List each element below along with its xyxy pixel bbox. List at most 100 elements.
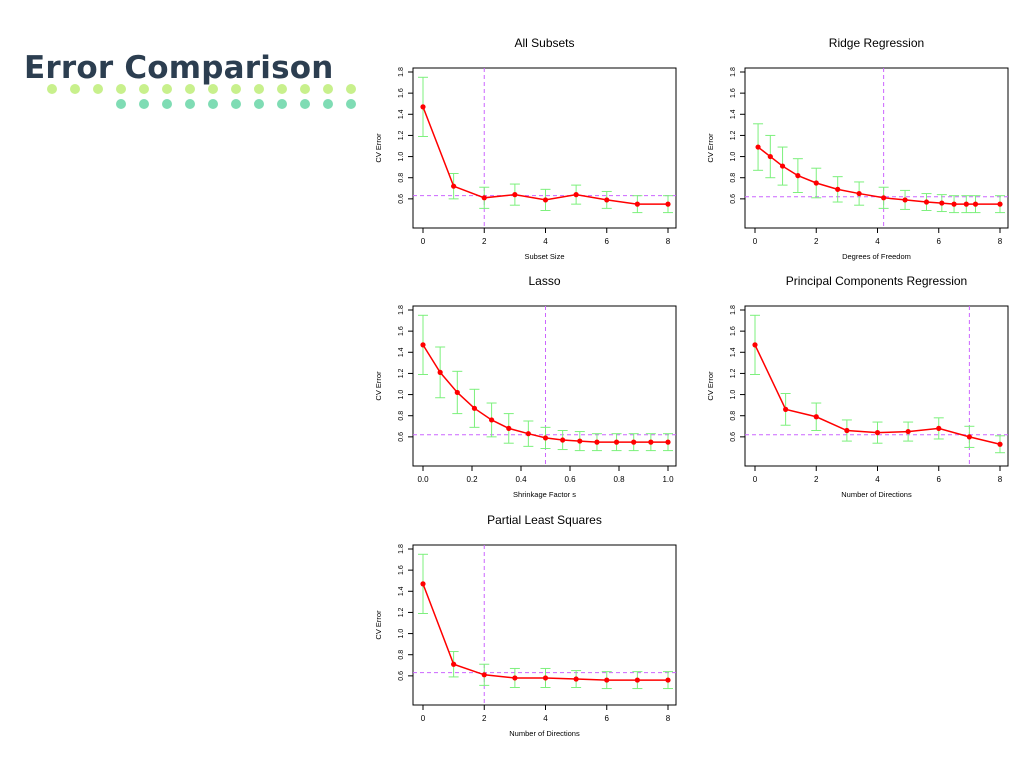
- x-tick-label: 0: [421, 714, 426, 723]
- data-point: [542, 197, 549, 203]
- decor-dot: [162, 84, 172, 94]
- decor-dot: [323, 99, 333, 109]
- y-axis-label: CV Error: [706, 133, 715, 163]
- plot-frame: [744, 305, 1009, 467]
- chart-2: Ridge Regression 0 2 4 6 8 0.6 0.8 1.0 1.2 1.4 1.6 1…: [706, 36, 1009, 261]
- chart-3: Lasso 0.0 0.2 0.4 0.6 0.8 1.0 0.6 0.8 1.0 1.2 1.4 1.…: [374, 274, 677, 499]
- data-point: [881, 195, 887, 201]
- x-tick-label: 0.6: [564, 475, 576, 484]
- data-point: [905, 428, 911, 435]
- data-point: [939, 200, 945, 206]
- data-point: [874, 430, 881, 436]
- data-point: [420, 342, 426, 348]
- decor-dot: [323, 84, 333, 94]
- y-axis-label: CV Error: [374, 371, 383, 401]
- data-point: [844, 427, 850, 434]
- x-axis-label: Number of Directions: [509, 729, 580, 738]
- x-axis-label: Shrinkage Factor s: [513, 490, 576, 499]
- data-point: [856, 190, 862, 197]
- chart-title: Principal Components Regression: [786, 274, 967, 288]
- y-tick-label: 1.0: [398, 629, 405, 639]
- data-point: [767, 153, 773, 160]
- decor-dot: [254, 84, 264, 94]
- data-point: [542, 675, 549, 681]
- y-tick-label: 0.8: [398, 411, 405, 421]
- decor-dot: [300, 99, 310, 109]
- y-tick-label: 1.4: [730, 347, 737, 357]
- x-tick-label: 6: [605, 714, 610, 723]
- data-point: [966, 434, 972, 440]
- decor-dot: [139, 84, 149, 94]
- x-tick-label: 0.2: [466, 475, 478, 484]
- decor-dot: [277, 84, 287, 94]
- decor-dot: [208, 99, 218, 109]
- y-tick-label: 1.0: [398, 152, 405, 162]
- x-tick-label: 8: [998, 237, 1003, 246]
- slide-title: Error Comparison: [24, 50, 334, 86]
- data-point: [573, 192, 579, 198]
- decor-dot: [231, 99, 241, 109]
- x-tick-label: 8: [998, 475, 1003, 484]
- decorative-dots: [47, 84, 356, 109]
- data-point: [972, 201, 979, 207]
- data-point: [923, 199, 930, 205]
- data-point: [755, 144, 761, 150]
- x-tick-label: 8: [666, 714, 671, 723]
- data-point: [631, 439, 637, 445]
- x-tick-label: 2: [814, 475, 819, 484]
- decor-dot: [139, 99, 149, 109]
- chart-5: Partial Least Squares 0 2 4 6 8 0.6 0.8 1.0 1.2 1.…: [374, 513, 677, 738]
- decor-dot: [208, 84, 218, 94]
- y-tick-label: 1.4: [398, 109, 405, 119]
- data-point: [634, 201, 640, 207]
- x-tick-label: 0.4: [515, 475, 527, 484]
- y-tick-label: 0.6: [398, 432, 405, 442]
- y-axis-label: CV Error: [374, 133, 383, 163]
- chart-title: Lasso: [528, 274, 560, 288]
- y-tick-label: 1.8: [730, 67, 737, 77]
- data-point: [902, 197, 908, 203]
- data-point: [936, 425, 942, 431]
- x-tick-label: 4: [875, 237, 880, 246]
- data-point: [420, 581, 426, 587]
- decor-dot: [70, 84, 80, 94]
- y-tick-label: 1.8: [398, 67, 405, 77]
- x-tick-label: 2: [482, 714, 487, 723]
- decor-dot: [162, 99, 172, 109]
- y-axis-label: CV Error: [374, 610, 383, 640]
- data-point: [481, 195, 487, 201]
- y-tick-label: 1.2: [730, 130, 737, 140]
- data-point: [613, 439, 620, 445]
- y-tick-label: 1.0: [398, 390, 405, 400]
- decor-dot: [277, 99, 287, 109]
- x-tick-label: 0.0: [417, 475, 429, 484]
- x-tick-label: 0: [753, 475, 758, 484]
- x-tick-label: 1.0: [662, 475, 674, 484]
- chart-1: All Subsets 0 2 4 6 8 0.6 0.8 1.0 1.2 1.4 1.6 1.8 Sub…: [374, 36, 677, 261]
- y-tick-label: 0.6: [730, 194, 737, 204]
- data-point: [795, 173, 801, 179]
- data-point: [665, 201, 671, 207]
- x-tick-label: 0.8: [613, 475, 625, 484]
- y-tick-label: 0.6: [398, 671, 405, 681]
- decor-dot: [185, 84, 195, 94]
- y-tick-label: 1.6: [398, 326, 405, 336]
- y-tick-label: 1.2: [730, 368, 737, 378]
- data-point: [525, 431, 531, 437]
- data-point: [752, 342, 758, 348]
- x-axis-label: Degrees of Freedom: [842, 252, 911, 261]
- decor-dot: [116, 84, 126, 94]
- x-axis-label: Subset Size: [524, 252, 564, 261]
- plot-frame: [412, 305, 677, 467]
- data-point: [420, 104, 426, 110]
- decor-dot: [185, 99, 195, 109]
- data-point: [634, 677, 640, 683]
- chart-4: Principal Components Regression 0 2 4 6 8 0.6 0…: [706, 274, 1009, 499]
- data-point: [604, 197, 610, 203]
- data-point: [451, 661, 457, 667]
- chart-title: All Subsets: [514, 36, 574, 50]
- y-tick-label: 0.8: [730, 411, 737, 421]
- x-tick-label: 6: [605, 237, 610, 246]
- y-tick-label: 1.6: [730, 88, 737, 98]
